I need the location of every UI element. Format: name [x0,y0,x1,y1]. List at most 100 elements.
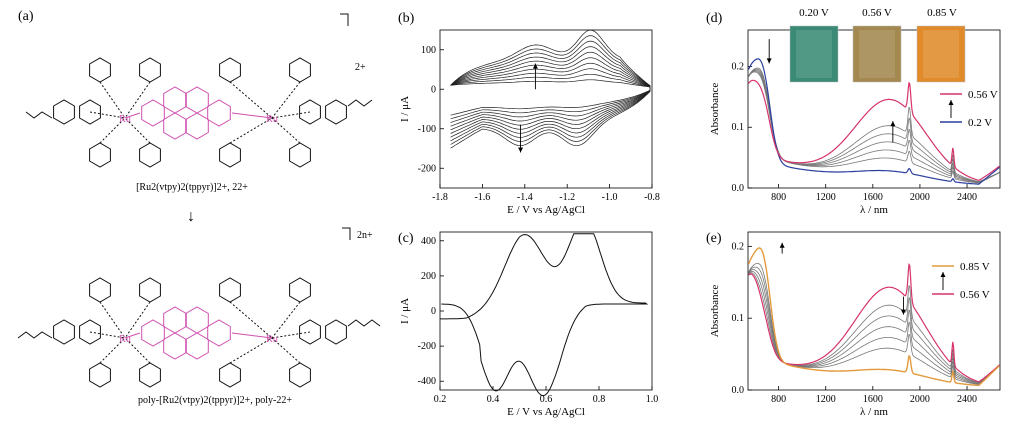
legend-label: 0.2 V [968,117,992,129]
x-axis-label: λ / nm [860,204,888,216]
plot-frame [439,29,653,189]
pyridine-ring [219,57,241,83]
decrease-arrow-head [900,309,906,315]
polymer-chain [347,319,381,327]
coord-bond [229,301,273,339]
pyridine-ring [299,319,321,345]
pyridine-ring [79,319,101,345]
coord-bond [271,331,311,339]
photo-label-3: 0.85 V [927,7,957,19]
x-tick-label: 1600 [863,394,883,405]
x-tick-label: -1.4 [517,192,533,203]
monomer-structure: Ru Ru [25,13,373,168]
pyridine-ring [139,57,161,83]
electrochromic-photos [789,25,966,83]
increase-arrow-head [890,121,896,127]
legend-label: 0.56 V [960,289,990,301]
coord-bond [124,81,151,119]
y-axis-label: Absorbance [709,83,721,136]
ru-label: Ru [119,334,131,345]
spectrum-0.2V [748,58,1000,185]
core-ring [141,99,165,127]
y-tick-label: 0.0 [732,183,745,194]
coord-bond [99,301,126,339]
x-tick-label: -0.8 [644,192,660,203]
x-tick-label: 2000 [910,394,930,405]
vinyl-group [25,111,53,119]
core-ring [141,319,165,347]
pyridine-ring [89,57,111,83]
pyridine-ring [219,277,241,303]
core-ring [185,332,209,360]
core-ring [207,99,231,127]
pyridine-ring [89,277,111,303]
spectrum-0.85V [747,247,1000,387]
panel-b-label: (b) [398,11,415,26]
x-tick-label: 800 [771,192,786,203]
y-tick-label: 0.2 [732,241,745,252]
ru-label: Ru [119,114,131,125]
cv-scan-3 [450,68,651,123]
x-axis-label: E / V vs Ag/AgCl [507,204,585,216]
cv-chart-b: -1.8 -1.6 -1.4 -1.2 -1.0 -0.8 -200 -100 0 100 E / … [399,29,660,216]
coord-bond [229,337,273,364]
coord-bond [99,81,126,119]
legend-arrow-head [940,272,946,277]
intermediate-spectrum [748,262,1000,385]
photo-label-2: 0.56 V [862,7,892,19]
x-tick-label: 1600 [863,192,883,203]
vinyl-group [347,99,373,107]
y-tick-label: 0.1 [732,122,745,133]
y-tick-label: 0.1 [732,313,745,324]
y-tick-label: 100 [421,45,436,56]
monomer-name: [Ru2(vtpy)2(tppyr)]2+, 22+ [136,182,248,193]
x-tick-label: -1.6 [474,192,490,203]
x-tick-label: 2400 [957,394,977,405]
y-axis-label: I / μA [399,96,411,122]
x-axis-label: E / V vs Ag/AgCl [507,406,585,418]
x-tick-label: 1.0 [646,394,659,405]
coord-bond [89,331,126,339]
y-tick-label: 0 [431,84,436,95]
x-tick-label: 0.6 [540,394,553,405]
y-tick-label: -400 [418,376,436,387]
core-ru-bond [124,112,141,119]
core-ru-bond [231,332,273,339]
panel-e-label: (e) [706,231,722,246]
cv-chart-c: 0.2 0.4 0.6 0.8 1.0 -400 -200 0 200 400 E / V vs A… [399,231,659,418]
panel-d-label: (d) [706,11,723,26]
x-tick-label: -1.2 [559,192,575,203]
y-tick-label: -200 [418,341,436,352]
core-ru-bond [231,112,273,119]
increase-arrow-head [779,242,785,248]
core-ring [163,112,187,140]
cv-scan-8 [450,40,651,142]
y-tick-label: 400 [421,236,436,247]
intermediate-spectrum [748,266,1000,385]
coord-bond [271,111,311,119]
photo-sheen [796,30,832,78]
cv-curve [440,233,649,397]
coord-bond [89,111,126,119]
x-tick-label: 0.4 [487,394,500,405]
coord-bond [271,81,301,119]
cv-scan-9 [450,35,651,145]
coord-bond [99,117,126,144]
y-tick-label: -200 [418,163,436,174]
x-tick-label: -1.0 [602,192,618,203]
pyridine-ring [289,142,311,168]
x-axis-label: λ / nm [860,406,888,418]
photo-3 [916,25,966,83]
spectrum-0.56V [748,79,1000,181]
spectrum-0.56V [748,262,1000,383]
panel-a-label: (a) [18,9,34,24]
y-axis-label: I / μA [399,298,411,324]
pyridine-ring [89,362,111,388]
x-tick-label: 1200 [816,192,836,203]
y-tick-label: 0.0 [732,385,745,396]
y-tick-label: 200 [421,271,436,282]
y-axis-label: Absorbance [709,285,721,338]
polymer-charge: 2n+ [357,230,373,241]
cv-scan-2 [450,73,651,120]
